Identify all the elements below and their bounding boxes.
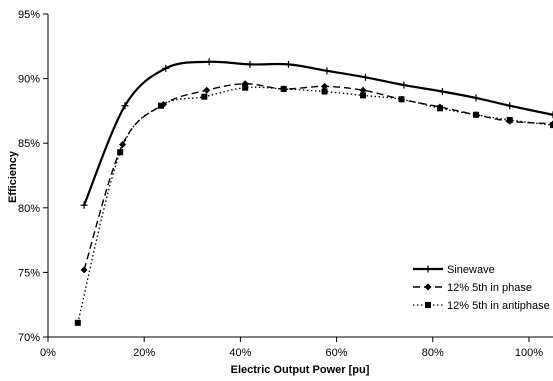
x-tick-label: 100% bbox=[515, 347, 543, 359]
series-line bbox=[83, 83, 553, 271]
legend-marker bbox=[425, 302, 431, 308]
x-tick-label: 20% bbox=[133, 347, 155, 359]
data-point bbox=[284, 60, 292, 68]
y-axis-ticks: 70% 75% 80% 85% 90% 95% bbox=[18, 9, 48, 344]
legend-marker bbox=[424, 265, 432, 273]
data-point bbox=[80, 201, 88, 209]
y-tick-label: 70% bbox=[18, 332, 40, 344]
series-3 bbox=[74, 84, 553, 326]
legend-label: 12% 5th in phase bbox=[447, 282, 532, 294]
y-tick-label: 95% bbox=[18, 9, 40, 21]
series-line bbox=[83, 60, 553, 206]
data-point bbox=[359, 86, 367, 94]
legend-label: 12% 5th in antiphase bbox=[447, 300, 550, 312]
x-tick-label: 0% bbox=[40, 347, 56, 359]
x-tick-label: 80% bbox=[422, 347, 444, 359]
y-axis-title: Efficiency bbox=[7, 150, 19, 203]
data-point bbox=[360, 92, 367, 99]
data-point bbox=[436, 105, 443, 112]
data-point bbox=[246, 60, 254, 68]
legend-marker bbox=[424, 283, 432, 291]
y-tick-label: 85% bbox=[18, 138, 40, 150]
y-tick-label: 75% bbox=[18, 267, 40, 279]
data-point bbox=[158, 102, 165, 109]
data-point bbox=[398, 96, 405, 103]
data-point bbox=[117, 149, 124, 156]
legend-label: Sinewave bbox=[447, 264, 495, 276]
legend-item: 12% 5th in phase bbox=[413, 282, 532, 294]
data-point bbox=[201, 93, 208, 100]
data-point bbox=[506, 102, 514, 110]
data-point bbox=[361, 73, 369, 81]
legend-item: Sinewave bbox=[413, 264, 495, 276]
x-axis-ticks: 0% 20% 40% 60% 80% 100% bbox=[40, 337, 543, 359]
data-point bbox=[550, 122, 553, 129]
series-1 bbox=[80, 58, 553, 209]
x-axis-title: Electric Output Power [pu] bbox=[231, 364, 370, 376]
data-point bbox=[438, 88, 446, 96]
data-point bbox=[321, 82, 329, 90]
series-line bbox=[77, 86, 553, 323]
data-point bbox=[472, 94, 480, 102]
data-point bbox=[203, 86, 211, 94]
x-tick-label: 40% bbox=[229, 347, 251, 359]
legend: Sinewave 12% 5th in phase 12% 5th in antip… bbox=[413, 264, 550, 312]
x-tick-label: 60% bbox=[326, 347, 348, 359]
y-tick-label: 90% bbox=[18, 74, 40, 86]
data-point bbox=[323, 67, 331, 75]
data-point bbox=[80, 266, 88, 274]
data-point bbox=[242, 84, 249, 91]
legend-item: 12% 5th in antiphase bbox=[413, 300, 550, 312]
data-point bbox=[400, 81, 408, 89]
series-layer bbox=[74, 58, 553, 326]
data-point bbox=[74, 319, 81, 326]
data-point bbox=[121, 102, 129, 110]
data-point bbox=[506, 116, 513, 123]
data-point bbox=[280, 85, 287, 92]
plot-area: 0% 20% 40% 60% 80% 100% 70% 75% 80% 85% 90% 95% bbox=[18, 9, 553, 359]
data-point bbox=[473, 111, 480, 118]
data-point bbox=[205, 58, 213, 66]
data-point bbox=[549, 111, 553, 119]
data-point bbox=[162, 64, 170, 72]
y-tick-label: 80% bbox=[18, 203, 40, 215]
series-2 bbox=[80, 80, 553, 274]
data-point bbox=[321, 88, 328, 95]
data-point bbox=[119, 140, 127, 148]
